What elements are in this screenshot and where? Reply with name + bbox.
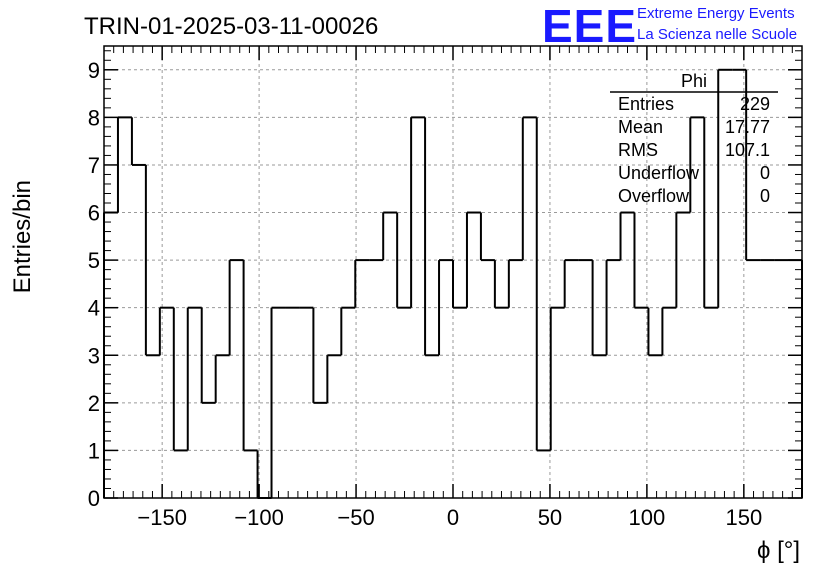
stats-label-rms: RMS [618, 140, 658, 160]
x-tick-label: 100 [629, 505, 666, 530]
eee-line-1: Extreme Energy Events [637, 5, 795, 22]
stats-box: Phi Entries 229 Mean 17.77 RMS 107.1 Und… [610, 71, 778, 206]
histogram-layer [103, 68, 803, 499]
stats-value-rms: 107.1 [725, 140, 770, 160]
y-tick-label: 3 [88, 343, 100, 368]
y-axis-label: Entries/bin [9, 180, 36, 293]
stats-value-entries: 229 [740, 94, 770, 114]
y-tick-label: 9 [88, 58, 100, 83]
y-tick-label: 0 [88, 486, 100, 511]
stats-label-mean: Mean [618, 117, 663, 137]
eee-logo: EEE [542, 0, 637, 52]
x-tick-label: 150 [725, 505, 762, 530]
x-tick-label: 0 [447, 505, 459, 530]
eee-line-2: La Scienza nelle Scuole [637, 26, 797, 43]
x-axis-label: ϕ [°] [757, 537, 800, 564]
y-tick-label: 4 [88, 296, 100, 321]
plot-title: TRIN-01-2025-03-11-00026 [84, 13, 378, 40]
stats-label-underflow: Underflow [618, 163, 700, 183]
stats-value-overflow: 0 [760, 186, 770, 206]
axis-ticks: 0 1 2 3 4 5 6 7 8 9 −150 −100 −50 0 50 100 150 [88, 46, 803, 530]
x-tick-label: −150 [137, 505, 187, 530]
y-tick-label: 1 [88, 438, 100, 463]
stats-label-overflow: Overflow [618, 186, 690, 206]
x-tick-label: −50 [337, 505, 374, 530]
stats-label-entries: Entries [618, 94, 674, 114]
y-tick-label: 5 [88, 248, 100, 273]
stats-value-mean: 17.77 [725, 117, 770, 137]
x-tick-label: 50 [538, 505, 562, 530]
y-tick-label: 2 [88, 391, 100, 416]
stats-title: Phi [681, 71, 707, 91]
y-tick-label: 8 [88, 105, 100, 130]
stats-value-underflow: 0 [760, 163, 770, 183]
x-tick-label: −100 [234, 505, 284, 530]
y-tick-label: 7 [88, 153, 100, 178]
y-tick-label: 6 [88, 201, 100, 226]
